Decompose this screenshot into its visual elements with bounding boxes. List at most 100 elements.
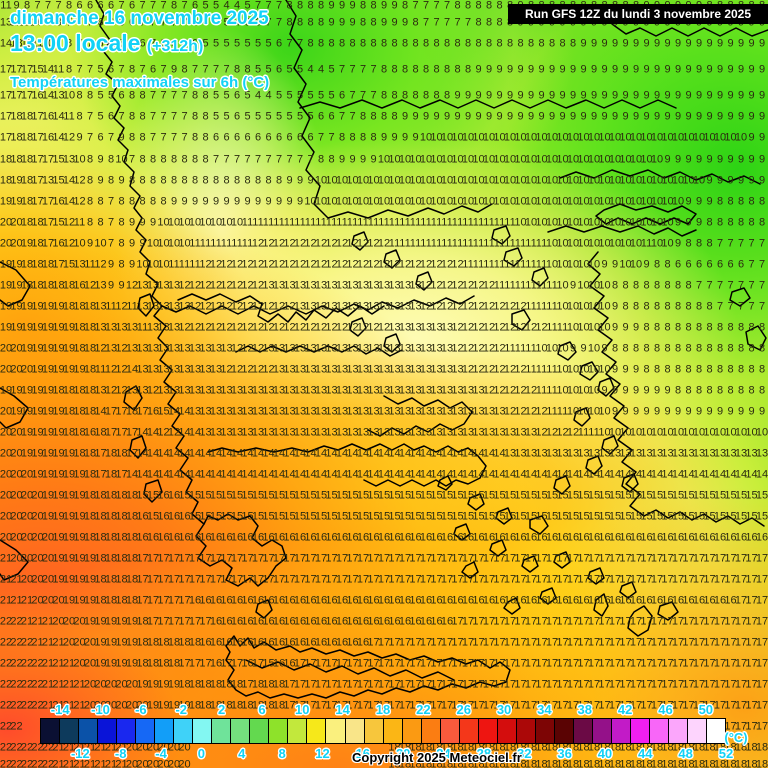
grid-temperature-value: 20 [10, 448, 22, 460]
grid-temperature-value: 15 [745, 490, 757, 502]
grid-temperature-value: 13 [304, 406, 316, 418]
grid-temperature-value: 21 [73, 742, 85, 754]
grid-temperature-value: 10 [588, 154, 600, 166]
forecast-time-text: 13:00 locale [10, 30, 140, 56]
grid-temperature-value: 17 [714, 574, 726, 586]
grid-temperature-value: 8 [496, 38, 502, 50]
grid-temperature-value: 18 [483, 759, 495, 768]
grid-temperature-value: 16 [409, 595, 421, 607]
grid-temperature-value: 16 [504, 595, 516, 607]
color-scale-bar[interactable] [40, 718, 726, 744]
color-scale-cell [174, 719, 194, 743]
grid-temperature-value: 14 [304, 469, 316, 481]
grid-temperature-value: 16 [336, 637, 348, 649]
grid-temperature-value: 9 [591, 90, 597, 102]
color-scale-cell [650, 719, 670, 743]
grid-temperature-value: 13 [168, 364, 180, 376]
grid-temperature-value: 11 [462, 238, 473, 250]
grid-temperature-value: 9 [423, 111, 429, 123]
grid-temperature-value: 16 [378, 595, 390, 607]
grid-temperature-value: 19 [10, 175, 22, 187]
grid-temperature-value: 22 [21, 679, 33, 691]
grid-temperature-value: 8 [370, 0, 376, 12]
grid-temperature-value: 17 [703, 574, 715, 586]
grid-temperature-value: 12 [73, 175, 85, 187]
grid-temperature-value: 16 [147, 532, 159, 544]
grid-temperature-value: 10 [546, 132, 558, 144]
grid-temperature-value: 14 [378, 469, 390, 481]
grid-temperature-value: 20 [10, 553, 22, 565]
grid-temperature-value: 18 [462, 742, 474, 754]
grid-temperature-value: 18 [493, 759, 505, 768]
grid-temperature-value: 17 [157, 574, 169, 586]
grid-temperature-value: 6 [97, 0, 103, 12]
grid-temperature-value: 17 [504, 679, 516, 691]
grid-temperature-value: 10 [609, 427, 621, 439]
grid-temperature-value: 16 [451, 532, 463, 544]
grid-temperature-value: 17 [420, 679, 432, 691]
grid-temperature-value: 16 [556, 532, 568, 544]
grid-temperature-value: 13 [94, 322, 106, 334]
grid-temperature-value: 17 [462, 616, 474, 628]
grid-temperature-value: 17 [756, 574, 768, 586]
grid-temperature-value: 9 [412, 132, 418, 144]
grid-temperature-value: 13 [514, 448, 526, 460]
grid-temperature-value: 12 [525, 322, 537, 334]
grid-temperature-value: 14 [693, 469, 705, 481]
grid-temperature-value: 16 [735, 532, 747, 544]
grid-temperature-value: 13 [199, 385, 211, 397]
grid-temperature-value: 11 [347, 217, 358, 229]
grid-temperature-value: 12 [451, 301, 463, 313]
grid-temperature-value: 17 [357, 700, 369, 712]
grid-temperature-value: 18 [105, 595, 117, 607]
grid-temperature-value: 13 [178, 343, 190, 355]
grid-temperature-value: 9 [717, 64, 723, 76]
grid-temperature-value: 11 [494, 217, 505, 229]
color-scale-tick: 28 [477, 746, 491, 761]
grid-temperature-value: 15 [619, 511, 631, 523]
grid-temperature-value: 10 [567, 238, 579, 250]
grid-temperature-value: 13 [294, 364, 306, 376]
grid-temperature-value: 9 [717, 111, 723, 123]
grid-temperature-value: 19 [0, 385, 12, 397]
grid-temperature-value: 18 [210, 679, 222, 691]
grid-temperature-value: 6 [150, 64, 156, 76]
grid-temperature-value: 12 [420, 259, 432, 271]
grid-temperature-value: 18 [63, 301, 75, 313]
grid-temperature-value: 15 [399, 511, 411, 523]
grid-temperature-value: 19 [0, 196, 12, 208]
grid-temperature-value: 17 [756, 616, 768, 628]
grid-temperature-value: 8 [370, 132, 376, 144]
grid-temperature-value: 17 [441, 679, 453, 691]
grid-temperature-value: 19 [115, 658, 127, 670]
color-scale-tick: 42 [618, 702, 632, 717]
grid-temperature-value: 17 [567, 679, 579, 691]
grid-temperature-value: 17 [535, 658, 547, 670]
grid-temperature-value: 13 [315, 406, 327, 418]
grid-temperature-value: 9 [748, 111, 754, 123]
grid-temperature-value: 13 [315, 364, 327, 376]
grid-temperature-value: 12 [357, 259, 369, 271]
grid-temperature-value: 8 [475, 38, 481, 50]
color-scale-tick: 38 [578, 702, 592, 717]
grid-temperature-value: 9 [507, 64, 513, 76]
grid-temperature-value: 9 [496, 111, 502, 123]
grid-temperature-value: 4 [265, 90, 271, 102]
grid-temperature-value: 17 [378, 574, 390, 586]
grid-temperature-value: 15 [189, 490, 201, 502]
grid-temperature-value: 10 [525, 217, 537, 229]
grid-temperature-value: 5 [244, 0, 250, 12]
color-scale-tick: -12 [71, 746, 90, 761]
grid-temperature-value: 12 [451, 322, 463, 334]
grid-temperature-value: 17 [514, 637, 526, 649]
grid-temperature-value: 13 [273, 280, 285, 292]
grid-temperature-value: 18 [84, 490, 96, 502]
grid-temperature-value: 8 [150, 196, 156, 208]
grid-temperature-value: 13 [430, 385, 442, 397]
grid-temperature-value: 7 [339, 64, 345, 76]
grid-temperature-value: 13 [262, 406, 274, 418]
grid-temperature-value: 20 [147, 742, 159, 754]
grid-temperature-value: 11 [410, 238, 421, 250]
grid-temperature-value: 10 [462, 154, 474, 166]
grid-temperature-value: 17 [367, 553, 379, 565]
